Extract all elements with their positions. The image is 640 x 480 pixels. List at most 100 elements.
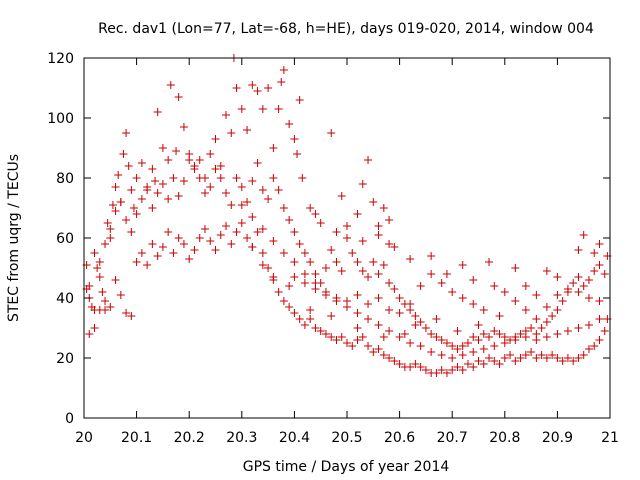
data-point xyxy=(385,279,394,287)
data-point xyxy=(448,342,457,350)
data-point xyxy=(237,183,246,191)
data-point xyxy=(101,240,110,248)
data-point xyxy=(200,174,209,182)
data-point xyxy=(258,249,267,257)
data-point xyxy=(416,363,425,371)
data-point xyxy=(108,201,117,209)
y-tick-label: 40 xyxy=(56,291,74,307)
data-point xyxy=(374,231,383,239)
data-point xyxy=(374,321,383,329)
data-point xyxy=(590,342,599,350)
data-point xyxy=(137,195,146,203)
data-point xyxy=(343,297,351,305)
data-point xyxy=(590,249,599,257)
data-point xyxy=(174,234,183,242)
data-point xyxy=(164,156,173,164)
data-point xyxy=(179,240,188,248)
data-point xyxy=(290,309,299,317)
data-point xyxy=(279,204,288,212)
data-point xyxy=(321,264,330,272)
data-point xyxy=(558,357,567,365)
data-point xyxy=(600,327,609,335)
plot-frame xyxy=(83,57,611,419)
data-point xyxy=(293,150,302,158)
data-point xyxy=(311,270,320,278)
data-point xyxy=(527,324,536,332)
data-point xyxy=(358,180,367,188)
data-point xyxy=(211,246,220,254)
data-point xyxy=(211,165,220,173)
data-point xyxy=(458,366,467,374)
data-point xyxy=(353,324,362,332)
data-point xyxy=(153,108,162,116)
data-point xyxy=(321,291,330,299)
data-point xyxy=(453,345,462,353)
data-point xyxy=(479,306,488,314)
x-tick-label: 20.1 xyxy=(121,430,152,446)
data-point xyxy=(222,189,231,197)
data-point xyxy=(432,369,441,377)
data-point xyxy=(122,216,131,224)
data-point xyxy=(300,279,309,287)
data-point xyxy=(400,330,409,338)
data-point xyxy=(584,321,593,329)
data-point xyxy=(379,261,388,269)
data-point xyxy=(427,270,436,278)
data-point xyxy=(95,306,104,314)
data-point xyxy=(295,315,304,323)
data-point xyxy=(172,147,181,155)
data-point xyxy=(95,258,104,266)
data-point xyxy=(127,312,136,320)
data-point xyxy=(85,330,94,338)
data-point xyxy=(495,312,504,320)
data-point xyxy=(269,237,278,245)
data-point xyxy=(258,105,267,113)
data-point xyxy=(137,249,146,257)
data-point xyxy=(179,177,188,185)
data-point xyxy=(521,306,530,314)
data-point xyxy=(553,306,562,314)
data-point xyxy=(590,267,599,275)
data-point xyxy=(316,219,325,227)
data-point xyxy=(300,270,309,278)
data-point xyxy=(169,249,178,257)
data-point xyxy=(116,291,125,299)
data-point xyxy=(448,288,457,296)
data-point xyxy=(132,258,141,266)
series-3 xyxy=(85,219,612,377)
data-point xyxy=(285,120,294,128)
data-point xyxy=(279,66,288,74)
data-point xyxy=(437,366,446,374)
data-point xyxy=(421,366,430,374)
data-point xyxy=(574,288,583,296)
data-point xyxy=(190,165,199,173)
data-point xyxy=(469,363,478,371)
data-point xyxy=(411,321,420,329)
data-point xyxy=(332,336,341,344)
x-tick-label: 20.4 xyxy=(279,430,310,446)
data-point xyxy=(574,273,583,281)
data-point xyxy=(153,189,162,197)
data-point xyxy=(374,222,383,230)
x-tick-label: 20.7 xyxy=(437,430,468,446)
data-point xyxy=(311,285,320,293)
data-point xyxy=(116,198,125,206)
data-point xyxy=(532,291,541,299)
data-point xyxy=(584,294,593,302)
data-point xyxy=(169,174,178,182)
data-point xyxy=(458,351,467,359)
data-point xyxy=(532,336,541,344)
data-point xyxy=(432,333,441,341)
data-point xyxy=(327,246,336,254)
data-point xyxy=(563,327,572,335)
data-point xyxy=(353,309,362,317)
data-point xyxy=(542,318,551,326)
data-point xyxy=(285,216,294,224)
data-point xyxy=(385,306,394,314)
data-point xyxy=(427,252,436,260)
data-point xyxy=(195,234,204,242)
data-point xyxy=(569,279,578,287)
data-point xyxy=(595,297,604,305)
data-point xyxy=(485,258,494,266)
data-point xyxy=(237,105,246,113)
